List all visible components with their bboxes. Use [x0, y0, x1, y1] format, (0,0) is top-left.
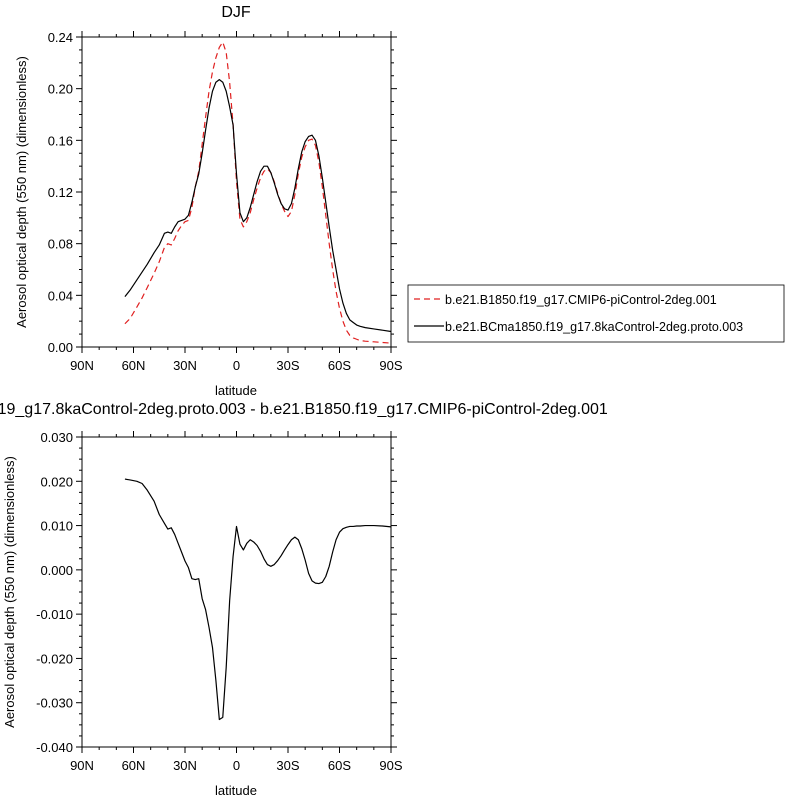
y-tick-label: 0.12	[48, 185, 73, 200]
x-tick-label: 60S	[328, 358, 351, 373]
y-axis-label: Aerosol optical depth (550 nm) (dimensio…	[2, 456, 17, 728]
x-ticks: 90N 60N 30N 0 30S 60S 90S	[70, 431, 403, 773]
x-axis-label: latitude	[215, 783, 257, 798]
x-tick-label: 60S	[328, 758, 351, 773]
y-tick-label: -0.020	[36, 651, 73, 666]
y-tick-label: 0.20	[48, 82, 73, 97]
plot-frame	[81, 36, 392, 348]
y-tick-label: 0.030	[40, 430, 73, 445]
y-tick-label: 0.00	[48, 340, 73, 355]
chart-title: DJF	[221, 4, 251, 21]
legend-label-series-1: b.e21.B1850.f19_g17.CMIP6-piControl-2deg…	[445, 293, 717, 307]
plot-frame	[81, 436, 392, 748]
x-tick-label: 0	[233, 758, 240, 773]
y-tick-label: -0.010	[36, 607, 73, 622]
y-ticks: 0.00 0.04 0.08 0.12 0.16 0.20 0.24	[48, 30, 397, 355]
x-tick-label: 60N	[122, 758, 146, 773]
y-axis-label: Aerosol optical depth (550 nm) (dimensio…	[14, 56, 29, 328]
y-tick-label: 0.04	[48, 288, 73, 303]
x-tick-label: 60N	[122, 358, 146, 373]
chart-djf: DJF 90N 60N 30N 0 30S 60S 90S 0.00 0.04 0.08 0.12…	[14, 4, 785, 398]
x-tick-label: 90N	[70, 758, 94, 773]
x-tick-label: 30N	[173, 358, 197, 373]
x-ticks: 90N 60N 30N 0 30S 60S 90S	[70, 31, 403, 373]
y-ticks: -0.040 -0.030 -0.020 -0.010 0.000 0.010 0.020 0…	[36, 430, 397, 755]
chart-title: b.e21.BCma1850.f19_g17.8kaControl-2deg.p…	[0, 401, 608, 418]
y-tick-label: -0.040	[36, 740, 73, 755]
x-tick-label: 30N	[173, 758, 197, 773]
y-tick-label: 0.010	[40, 519, 73, 534]
x-tick-label: 30S	[276, 758, 299, 773]
series-layer	[124, 478, 392, 721]
series-line-1	[124, 478, 392, 721]
y-tick-label: 0.16	[48, 133, 73, 148]
legend: b.e21.B1850.f19_g17.CMIP6-piControl-2deg…	[407, 284, 785, 343]
y-tick-label: -0.030	[36, 696, 73, 711]
y-tick-label: 0.000	[40, 563, 73, 578]
legend-label-series-2: b.e21.BCma1850.f19_g17.8kaControl-2deg.p…	[445, 320, 743, 334]
x-tick-label: 90S	[379, 758, 402, 773]
y-tick-label: 0.08	[48, 237, 73, 252]
x-tick-label: 90S	[379, 358, 402, 373]
series-line-2	[124, 79, 392, 333]
x-tick-label: 0	[233, 358, 240, 373]
chart-difference: b.e21.BCma1850.f19_g17.8kaControl-2deg.p…	[0, 401, 608, 798]
legend-box	[407, 284, 785, 343]
y-tick-label: 0.24	[48, 30, 73, 45]
y-tick-label: 0.020	[40, 474, 73, 489]
series-line-1	[124, 41, 392, 344]
x-tick-label: 90N	[70, 358, 94, 373]
x-tick-label: 30S	[276, 358, 299, 373]
series-layer	[124, 41, 392, 344]
x-axis-label: latitude	[215, 383, 257, 398]
